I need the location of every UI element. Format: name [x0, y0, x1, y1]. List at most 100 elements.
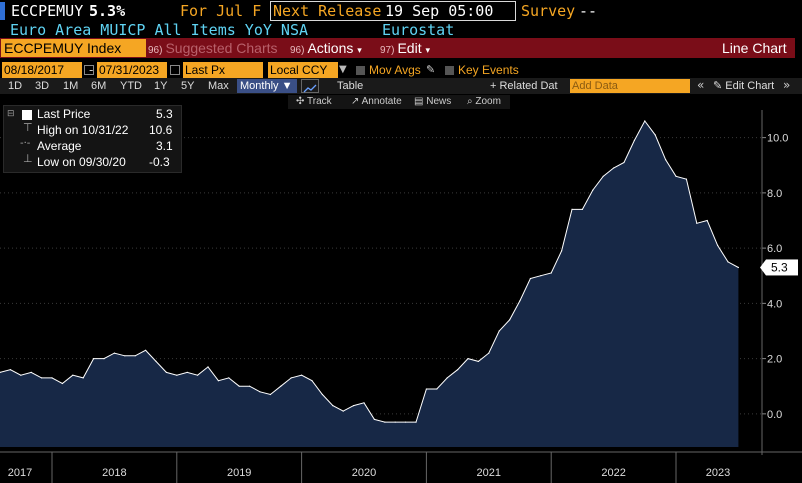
track-tool[interactable]: ✣ Track [296, 95, 332, 109]
period-1d[interactable]: 1D [8, 80, 23, 92]
period-3d[interactable]: 3D [35, 80, 50, 92]
x-tick-label: 2023 [706, 467, 730, 479]
data-point [41, 377, 43, 379]
edit-chart-label: Edit Chart [725, 80, 775, 92]
y-tick-label: 10.0 [767, 133, 788, 145]
chevron-down-icon: ▼ [281, 80, 293, 92]
double-chevron-left-icon[interactable]: « [697, 78, 705, 92]
data-point [72, 374, 74, 376]
last-value-tag [766, 259, 798, 276]
annotate-label: Annotate [361, 96, 402, 107]
menu-bar [0, 38, 795, 58]
legend-low-value: -0.3 [149, 155, 170, 169]
actions-num: 96) [290, 45, 305, 56]
mov-avgs-checkbox[interactable] [356, 66, 365, 75]
calendar-icon[interactable] [84, 65, 94, 75]
zoom-tool[interactable]: ⌕ Zoom [467, 95, 501, 109]
period-label: For Jul F [180, 2, 262, 20]
data-point [685, 178, 688, 180]
period-max[interactable]: Max [208, 80, 229, 92]
data-point [384, 421, 386, 423]
security-input[interactable]: ECCPEMUY Index [1, 39, 146, 57]
period-5y[interactable]: 5Y [181, 80, 195, 92]
mov-avgs-toggle[interactable]: Mov Avgs [369, 63, 421, 77]
legend-avg-value: 3.1 [156, 139, 173, 153]
high-icon: ⊤ [23, 121, 33, 134]
zoom-label: Zoom [475, 96, 501, 107]
data-point [238, 385, 240, 387]
period-6m[interactable]: 6M [91, 80, 107, 92]
chart-legend[interactable] [3, 105, 182, 173]
chart-type-label[interactable]: Line Chart [722, 40, 787, 56]
period-1m[interactable]: 1M [63, 80, 79, 92]
news-tool[interactable]: ▤ News [414, 95, 451, 109]
price-field-select[interactable]: Last Px [183, 62, 263, 78]
data-source: Eurostat [382, 21, 455, 39]
legend-last-value: 5.3 [156, 107, 173, 121]
data-point [61, 382, 64, 385]
currency-select[interactable]: Local CCY [268, 62, 338, 78]
low-icon: ⊥ [23, 152, 33, 165]
key-events-checkbox[interactable] [445, 66, 454, 75]
legend-high-label: High on 10/31/22 [37, 123, 129, 137]
data-point [415, 421, 417, 423]
start-date-input[interactable]: 08/18/2017 [2, 62, 82, 78]
related-data-button[interactable]: + Related Dat [490, 80, 558, 92]
data-point [446, 377, 448, 379]
pencil-icon[interactable]: ✎ [426, 63, 436, 76]
y-tick-label: 6.0 [767, 243, 782, 255]
data-point [467, 358, 469, 360]
data-point [665, 159, 667, 161]
chevron-down-icon[interactable]: ▼ [339, 64, 347, 75]
data-point [717, 244, 719, 246]
period-ytd[interactable]: YTD [120, 80, 142, 92]
line-graph-icon[interactable] [301, 79, 319, 93]
data-point [363, 402, 365, 404]
data-point [561, 250, 563, 252]
data-point [405, 421, 407, 423]
add-data-input[interactable]: Add Data [570, 79, 690, 93]
data-point [249, 385, 251, 387]
data-point [165, 371, 167, 373]
last-price-swatch [22, 110, 32, 120]
x-tick-label: 2020 [352, 467, 376, 479]
frequency-select[interactable]: Monthly ▼ [237, 79, 297, 93]
annotate-icon: ↗ [351, 96, 360, 107]
period-1y[interactable]: 1Y [154, 80, 168, 92]
data-point [9, 369, 11, 371]
table-tab[interactable]: Table [337, 80, 364, 92]
data-point [290, 377, 292, 379]
data-point [20, 374, 22, 376]
data-point [457, 369, 459, 371]
data-point [155, 360, 157, 362]
data-point [311, 380, 313, 382]
double-chevron-right-icon[interactable]: » [783, 78, 791, 92]
suggested-charts-button[interactable]: 96) Suggested Charts [148, 39, 278, 60]
key-events-toggle[interactable]: Key Events [458, 63, 519, 77]
header-bar [0, 0, 802, 22]
x-axis: 2017 2018 2019 2020 2021 2022 2023 [0, 451, 802, 483]
calendar-icon[interactable] [170, 65, 180, 75]
data-point [540, 275, 542, 277]
ticker-marker [0, 2, 5, 20]
annotate-tool[interactable]: ↗ Annotate [351, 95, 402, 109]
data-point [613, 167, 615, 169]
data-point [623, 161, 625, 164]
data-point [93, 358, 95, 360]
chevron-down-icon: ▾ [425, 45, 430, 55]
edit-chart-button[interactable]: ✎ Edit Chart [713, 79, 774, 93]
data-point [207, 366, 209, 368]
x-tick-label: 2021 [477, 467, 501, 479]
ticker-symbol[interactable]: ECCPEMUY [11, 2, 84, 20]
edit-menu-button[interactable]: 97) Edit ▾ [380, 39, 430, 60]
actions-menu-button[interactable]: 96) Actions ▾ [290, 39, 362, 60]
security-description: Euro Area MUICP All Items YoY NSA [10, 21, 309, 39]
data-point [269, 393, 271, 396]
legend-avg-label: Average [37, 139, 82, 153]
data-point [737, 266, 740, 269]
collapse-legend-icon[interactable]: ⊟ [7, 109, 15, 119]
end-date-input[interactable]: 07/31/2023 [97, 62, 167, 78]
data-point [571, 208, 573, 210]
data-point [217, 380, 219, 382]
